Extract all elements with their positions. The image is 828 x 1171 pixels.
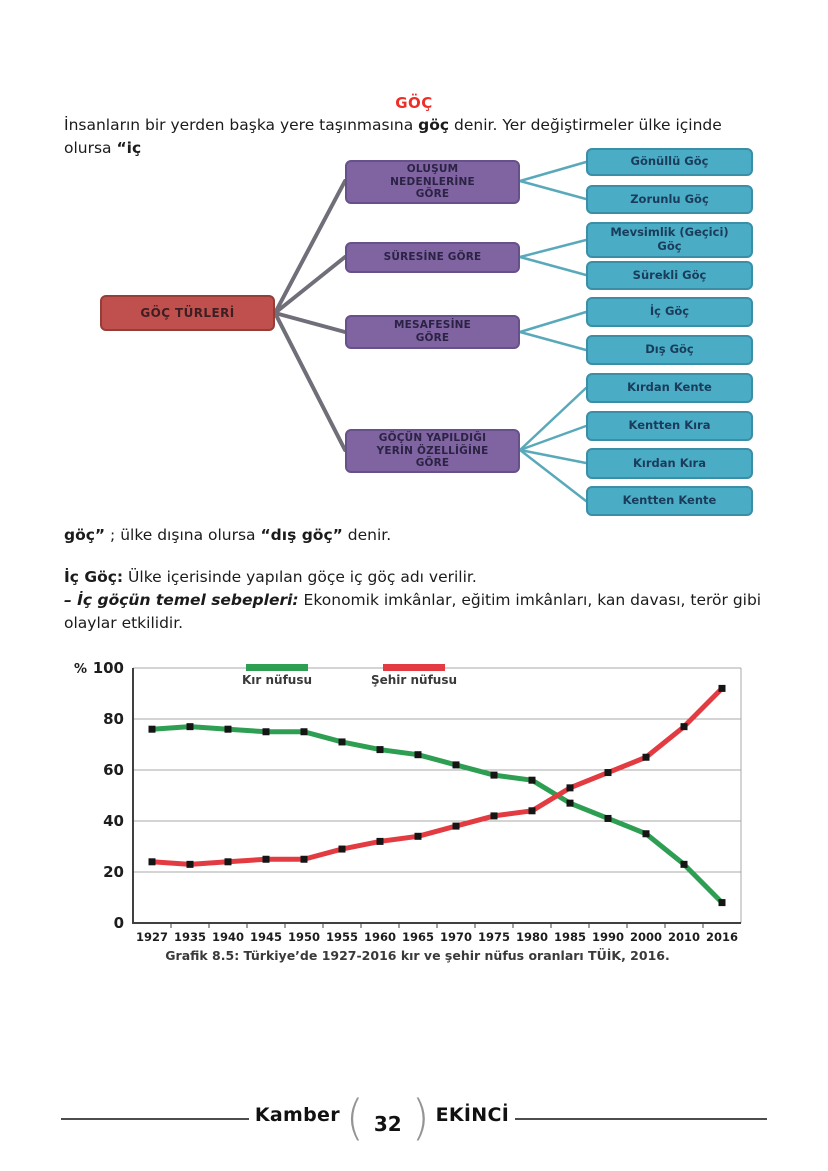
text-run: ; ülke dışına olursa [105, 526, 261, 544]
svg-text:0: 0 [114, 914, 124, 932]
text-run-bold: İç Göç: [64, 568, 124, 586]
svg-text:1950: 1950 [288, 930, 320, 944]
text-run-bold: “dış göç” [260, 526, 343, 544]
svg-text:1980: 1980 [516, 930, 548, 944]
text-run-bold: göç [418, 116, 450, 134]
diagram-root-goc-turleri: GÖÇ TÜRLERİ [100, 295, 275, 331]
author-last-name: EKİNCİ [435, 1104, 510, 1126]
text-run: Ülke içerisinde yapılan göçe iç göç adı … [123, 568, 477, 586]
diagram-leaf-gonullu-goc: Gönüllü Göç [586, 148, 753, 176]
svg-text:2016: 2016 [706, 930, 738, 944]
legend-item-sehir: Şehir nüfusu [364, 664, 464, 687]
svg-text:80: 80 [103, 710, 124, 728]
kir-nufusu-swatch [246, 664, 308, 671]
svg-text:100: 100 [93, 659, 124, 677]
svg-text:1975: 1975 [478, 930, 510, 944]
population-line-chart: 0 20 40 60 80 100% 1927 1935 1940 1945 1950 1955 196… [74, 659, 742, 944]
svg-text:1965: 1965 [402, 930, 434, 944]
svg-text:1960: 1960 [364, 930, 396, 944]
svg-text:60: 60 [103, 761, 124, 779]
diagram-group-olusum-nedenlerine-gore: OLUŞUM NEDENLERİNE GÖRE [345, 160, 520, 204]
diagram-connector-lines [273, 160, 588, 503]
legend-label: Kır nüfusu [241, 673, 313, 687]
text-run-bold: “iç [116, 139, 142, 157]
population-chart: 0 20 40 60 80 100% 1927 1935 1940 1945 1950 1955 196… [60, 650, 775, 980]
dis-goc-paragraph: göç” ; ülke dışına olursa “dış göç” deni… [64, 524, 770, 547]
svg-text:1970: 1970 [440, 930, 472, 944]
text-run-bold-italic: – İç göçün temel sebepleri: [64, 591, 299, 609]
diagram-leaf-kirdan-kente: Kırdan Kente [586, 373, 753, 403]
svg-text:1990: 1990 [592, 930, 624, 944]
svg-text:1945: 1945 [250, 930, 282, 944]
diagram-leaf-zorunlu-goc: Zorunlu Göç [586, 185, 753, 214]
svg-text:40: 40 [103, 812, 124, 830]
legend-label: Şehir nüfusu [370, 673, 458, 687]
text-run: denir. Yer değiştirmeler ülke içinde olu… [64, 116, 722, 157]
footer-rule-right [515, 1118, 768, 1120]
svg-text:2000: 2000 [630, 930, 662, 944]
footer-rule-left [60, 1118, 249, 1120]
diagram-leaf-surekli-goc: Sürekli Göç [586, 261, 753, 290]
svg-text:1985: 1985 [554, 930, 586, 944]
diagram-leaf-kentten-kente: Kentten Kente [586, 486, 753, 516]
diagram-group-mesafesine-gore: MESAFESİNE GÖRE [345, 315, 520, 349]
svg-text:20: 20 [103, 863, 124, 881]
page-number: 32 [373, 1112, 402, 1136]
text-run: Ekonomik imkânlar, eğitim imkânları, kan… [64, 591, 762, 632]
svg-text:1940: 1940 [212, 930, 244, 944]
chart-caption: Grafik 8.5: Türkiye’de 1927-2016 kır ve … [165, 948, 670, 963]
svg-text:1935: 1935 [174, 930, 206, 944]
intro-paragraph: İnsanların bir yerden başka yere taşınma… [64, 114, 770, 160]
diagram-leaf-kentten-kira: Kentten Kıra [586, 411, 753, 441]
page-footer: Kamber ( 32 ) EKİNCİ [0, 1086, 828, 1150]
legend-item-kir: Kır nüfusu [227, 664, 327, 687]
diagram-leaf-kirdan-kira: Kırdan Kıra [586, 448, 753, 479]
svg-text:1927: 1927 [136, 930, 168, 944]
diagram-group-yerin-ozelligine-gore: GÖÇÜN YAPILDIĞI YERİN ÖZELLİĞİNE GÖRE [345, 429, 520, 473]
svg-text:1955: 1955 [326, 930, 358, 944]
svg-text:%: % [74, 662, 87, 677]
left-brace: ( [345, 1088, 364, 1146]
page-title: GÖÇ [395, 94, 433, 112]
ic-goc-paragraph: İç Göç: Ülke içerisinde yapılan göçe iç … [64, 566, 770, 635]
diagram-leaf-mevsimlik-goc: Mevsimlik (Geçici) Göç [586, 222, 753, 258]
diagram-leaf-ic-goc: İç Göç [586, 297, 753, 327]
svg-text:2010: 2010 [668, 930, 700, 944]
diagram-leaf-dis-goc: Dış Göç [586, 335, 753, 365]
right-brace: ) [411, 1088, 430, 1146]
text-run-bold: göç” [64, 526, 106, 544]
sehir-nufusu-swatch [383, 664, 445, 671]
author-first-name: Kamber [254, 1104, 340, 1126]
text-run: denir. [342, 526, 392, 544]
migration-types-diagram: GÖÇ TÜRLERİ OLUŞUM NEDENLERİNE GÖRE SÜRE… [95, 145, 765, 530]
diagram-group-suresine-gore: SÜRESİNE GÖRE [345, 242, 520, 273]
text-run: İnsanların bir yerden başka yere taşınma… [64, 116, 419, 134]
